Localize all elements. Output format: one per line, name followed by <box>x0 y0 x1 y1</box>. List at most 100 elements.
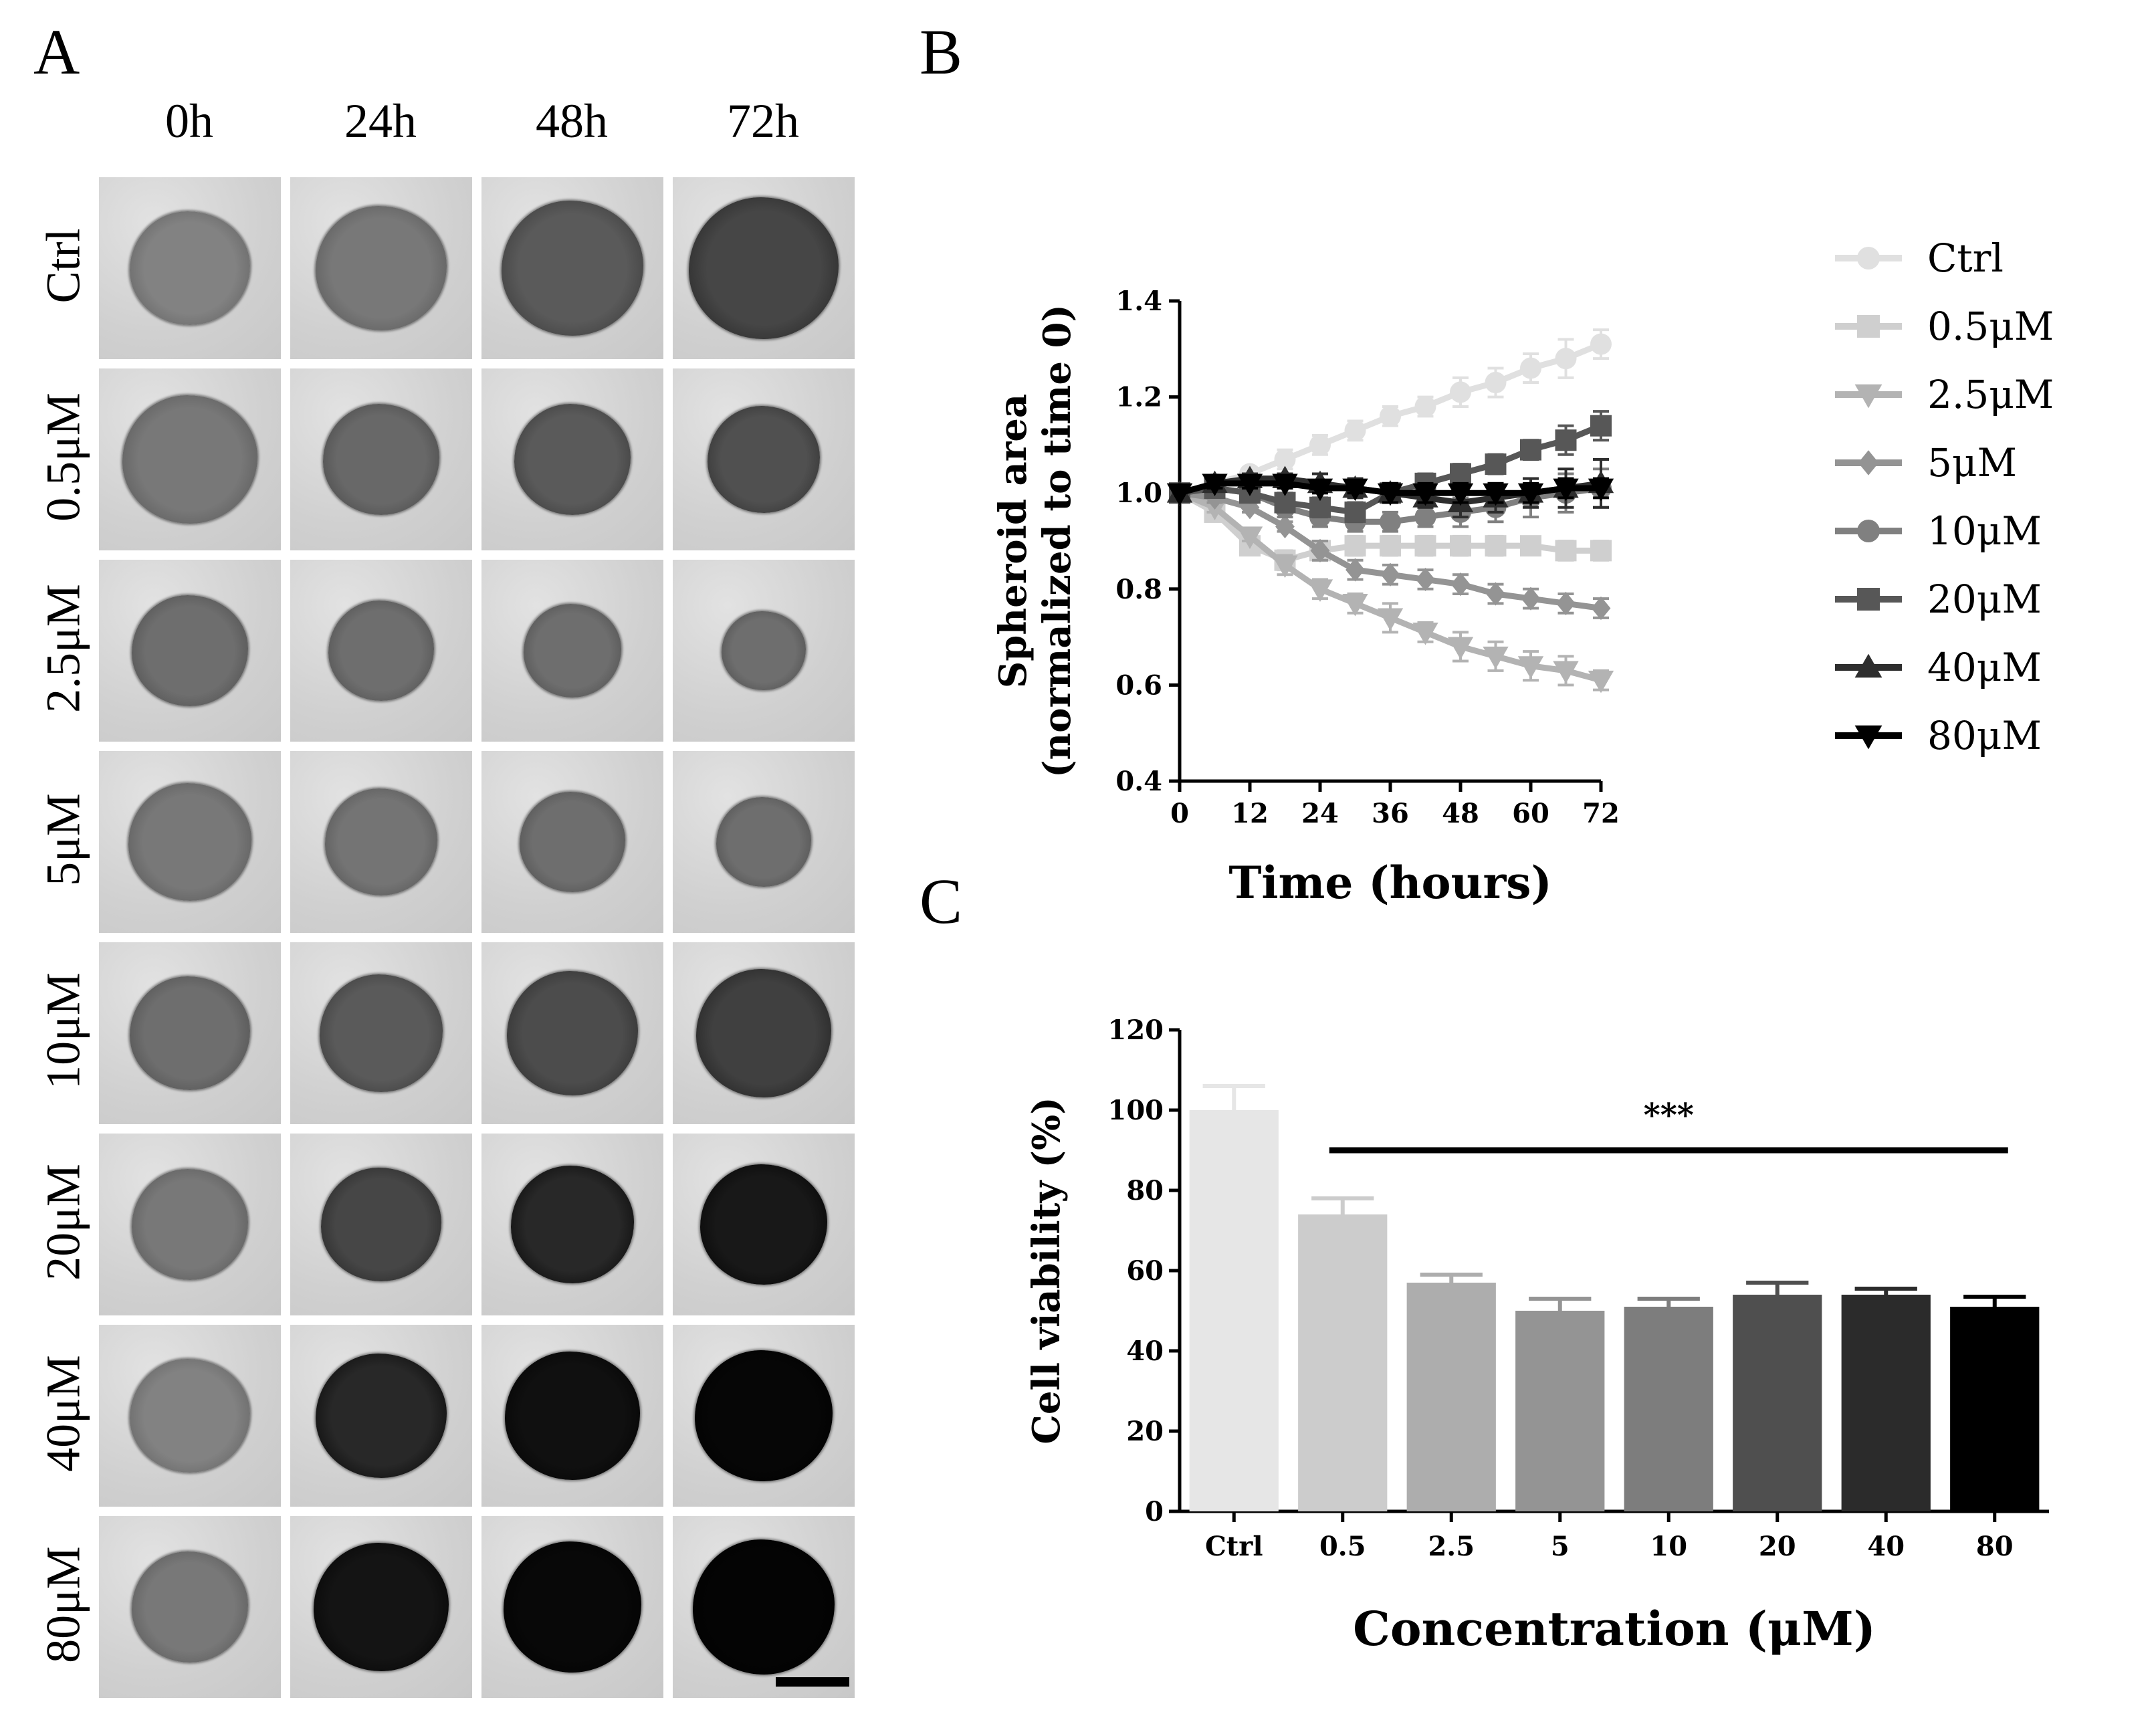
y-tick-label: 40 <box>1126 1335 1164 1367</box>
y-tick-label: 60 <box>1126 1255 1164 1287</box>
x-axis-label: Time (hours) <box>1228 857 1551 909</box>
bar <box>1189 1110 1279 1511</box>
data-point <box>1416 567 1435 592</box>
data-point <box>1483 646 1509 669</box>
data-point <box>1307 579 1333 602</box>
data-point <box>1380 535 1401 557</box>
y-axis-label: Cell viability (%) <box>1025 1097 1069 1444</box>
panel-a-letter: A <box>33 16 80 88</box>
spheroid <box>130 976 250 1091</box>
data-point <box>1344 419 1366 441</box>
spheroid-image <box>673 1516 855 1698</box>
data-point <box>1272 473 1298 497</box>
data-point <box>1380 562 1400 586</box>
spheroid <box>131 1551 249 1663</box>
spheroid <box>523 604 622 698</box>
data-point <box>1556 591 1576 615</box>
spheroid <box>316 205 447 331</box>
bar <box>1515 1311 1605 1511</box>
x-tick-label: Ctrl <box>1205 1531 1263 1562</box>
data-point <box>1588 478 1614 502</box>
data-point <box>1857 247 1880 270</box>
data-point <box>1450 572 1471 597</box>
legend-label: 2.5μM <box>1927 372 2054 417</box>
data-point <box>1858 450 1879 475</box>
bar <box>1406 1283 1496 1511</box>
legend-label: 5μM <box>1927 440 2017 486</box>
bar <box>1841 1295 1931 1511</box>
data-point <box>1483 483 1509 506</box>
spheroid <box>501 201 644 336</box>
x-tick-label: 20 <box>1759 1531 1796 1562</box>
data-point <box>1414 506 1436 528</box>
data-point <box>1377 483 1404 506</box>
spheroid <box>324 788 438 896</box>
x-tick-label: 60 <box>1512 798 1549 829</box>
x-tick-label: 36 <box>1372 798 1409 829</box>
data-point <box>1450 535 1471 557</box>
column-label: 0h <box>165 94 213 148</box>
data-point <box>1447 483 1474 506</box>
spheroid-image <box>290 1134 472 1315</box>
spheroid-image <box>481 177 663 359</box>
spheroid-image <box>481 1516 663 1698</box>
bar <box>1624 1307 1713 1511</box>
data-point <box>1854 384 1882 409</box>
data-point <box>1344 535 1366 557</box>
spheroid-image <box>673 368 855 550</box>
legend-label: 40μM <box>1927 645 2042 690</box>
spheroid <box>131 1169 249 1280</box>
data-point <box>1486 582 1505 606</box>
spheroid <box>122 395 257 524</box>
data-point <box>1272 555 1298 578</box>
x-tick-label: 24 <box>1301 798 1339 829</box>
data-point <box>1485 535 1507 557</box>
bar <box>1733 1295 1822 1511</box>
data-point <box>1377 608 1404 631</box>
data-point <box>1310 538 1330 562</box>
spheroid <box>707 405 821 514</box>
x-tick-label: 10 <box>1650 1531 1687 1562</box>
data-point <box>1274 448 1296 470</box>
spheroid-image <box>99 1325 281 1507</box>
row-label: 2.5μM <box>36 584 90 713</box>
x-tick-label: 2.5 <box>1428 1531 1475 1562</box>
legend-label: 0.5μM <box>1927 304 2054 349</box>
data-point <box>1412 623 1438 645</box>
data-point <box>1555 540 1577 562</box>
spheroid-image <box>673 177 855 359</box>
data-point <box>1412 483 1438 506</box>
data-point <box>1414 395 1436 417</box>
x-tick-label: 0 <box>1170 798 1189 829</box>
bar <box>1950 1307 2040 1511</box>
x-tick-label: 48 <box>1442 798 1479 829</box>
legend-label: 80μM <box>1927 713 2042 758</box>
data-point <box>1857 520 1880 542</box>
panel-c-letter: C <box>920 865 963 937</box>
spheroid <box>131 595 249 706</box>
y-tick-label: 100 <box>1108 1095 1164 1126</box>
data-point <box>1520 439 1541 461</box>
spheroid-image <box>290 560 472 742</box>
spheroid-image <box>290 177 472 359</box>
spheroid <box>130 1358 250 1473</box>
spheroid-image <box>673 1325 855 1507</box>
y-tick-label: 0.6 <box>1115 669 1162 701</box>
data-point <box>1485 453 1507 475</box>
x-tick-label: 80 <box>1976 1531 2014 1562</box>
spheroid-image <box>99 368 281 550</box>
data-point <box>1854 653 1882 678</box>
spheroid <box>692 1539 835 1675</box>
spheroid-image <box>481 368 663 550</box>
spheroid <box>694 1350 833 1482</box>
y-tick-label: 120 <box>1108 1014 1164 1046</box>
spheroid <box>328 601 434 701</box>
spheroid <box>510 1166 635 1283</box>
spheroid <box>503 1541 642 1673</box>
data-point <box>1590 333 1612 355</box>
spheroid-image <box>99 751 281 933</box>
data-point <box>1309 434 1331 456</box>
row-label: 5μM <box>36 793 90 886</box>
data-point <box>1520 535 1541 557</box>
y-tick-label: 0.4 <box>1115 766 1162 797</box>
